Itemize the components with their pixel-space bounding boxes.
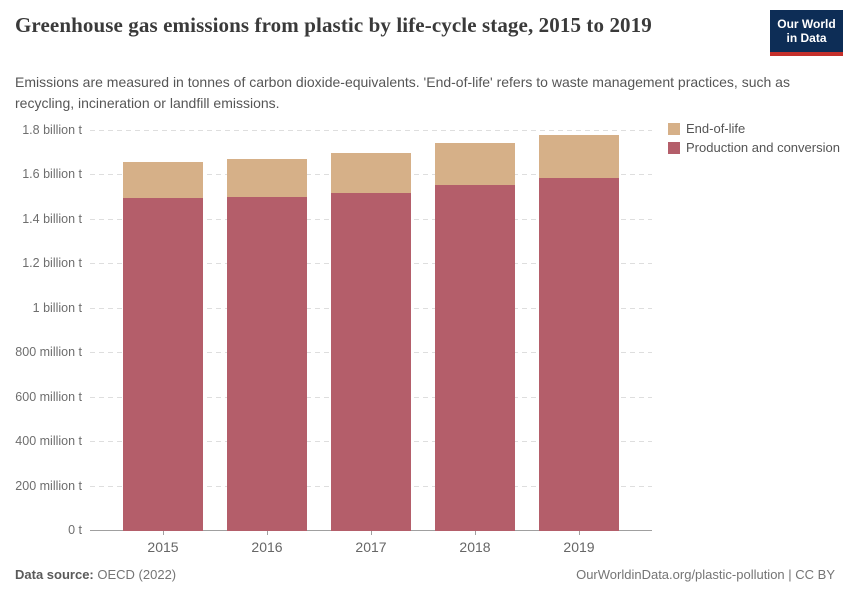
x-axis-tick — [579, 531, 580, 535]
y-tick-label: 1.6 billion t — [22, 167, 82, 182]
chart-subtitle: Emissions are measured in tonnes of carb… — [15, 74, 790, 111]
bar-segment-end-of-life-2015[interactable] — [123, 162, 203, 198]
bar-segment-end-of-life-2016[interactable] — [227, 158, 307, 197]
y-tick-label: 1.2 billion t — [22, 256, 82, 271]
legend-label: End-of-life — [686, 121, 746, 136]
bar-segment-production-and-conversion-2017[interactable] — [331, 193, 411, 531]
footer-link[interactable]: OurWorldinData.org/plastic-pollution | C… — [576, 567, 835, 582]
footer: Data source: OECD (2022) OurWorldinData.… — [15, 567, 835, 582]
y-tick-label: 600 million t — [15, 389, 82, 404]
bar-segment-production-and-conversion-2019[interactable] — [539, 177, 619, 531]
bar-segment-end-of-life-2017[interactable] — [331, 153, 411, 194]
y-tick-label: 1 billion t — [32, 300, 82, 315]
chart-title: Greenhouse gas emissions from plastic by… — [15, 13, 652, 37]
owid-logo[interactable]: Our World in Data — [770, 10, 843, 56]
y-tick-label: 400 million t — [15, 434, 82, 449]
x-tick-label-2017: 2017 — [355, 539, 387, 555]
bar-segment-production-and-conversion-2015[interactable] — [123, 197, 203, 531]
y-tick-label: 1.8 billion t — [22, 123, 82, 137]
x-tick-label-2015: 2015 — [147, 539, 179, 555]
legend: End-of-life Production and conversion — [668, 122, 840, 160]
y-tick-label: 0 t — [68, 523, 82, 537]
plot-area: 2015 2016 2017 2018 2019 — [90, 130, 652, 555]
legend-swatch-icon — [668, 142, 680, 154]
legend-swatch-icon — [668, 123, 680, 135]
legend-label: Production and conversion — [686, 140, 840, 155]
legend-item-production-and-conversion[interactable]: Production and conversion — [668, 141, 840, 155]
bar-segment-production-and-conversion-2016[interactable] — [227, 196, 307, 531]
x-tick-label-2019: 2019 — [563, 539, 595, 555]
x-tick-label-2018: 2018 — [459, 539, 491, 555]
gridline — [90, 130, 652, 131]
data-source-value: OECD (2022) — [97, 567, 177, 582]
bar-segment-end-of-life-2018[interactable] — [435, 143, 515, 186]
data-source-label: Data source: — [15, 567, 94, 582]
bar-segment-end-of-life-2019[interactable] — [539, 135, 619, 178]
y-tick-label: 800 million t — [15, 345, 82, 360]
x-axis-tick — [371, 531, 372, 535]
data-source: Data source: OECD (2022) — [15, 567, 176, 582]
owid-logo-line2: in Data — [786, 31, 827, 45]
legend-item-end-of-life[interactable]: End-of-life — [668, 122, 840, 136]
owid-logo-line1: Our World — [777, 17, 836, 31]
y-tick-label: 200 million t — [15, 478, 82, 493]
x-axis-tick — [475, 531, 476, 535]
x-tick-label-2016: 2016 — [251, 539, 283, 555]
bar-segment-production-and-conversion-2018[interactable] — [435, 185, 515, 531]
x-axis-tick — [163, 531, 164, 535]
x-axis-tick — [267, 531, 268, 535]
y-tick-label: 1.4 billion t — [22, 211, 82, 226]
